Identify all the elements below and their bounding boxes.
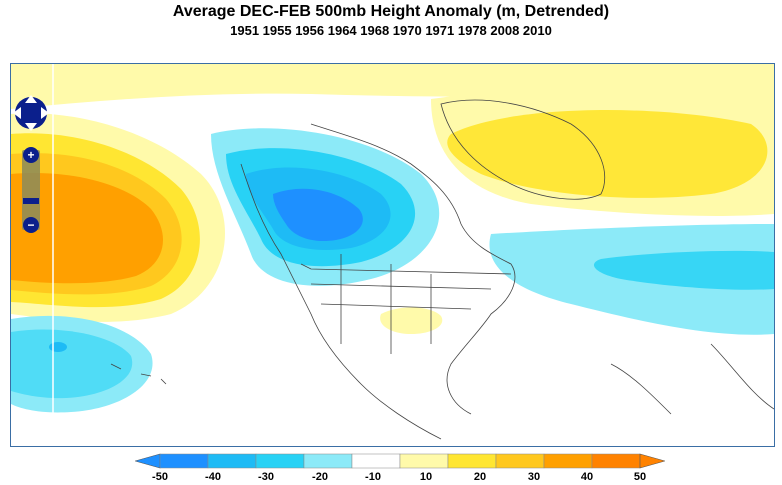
- pacific-anomaly-40: [11, 173, 163, 284]
- zoom-out-label: −: [27, 218, 34, 232]
- colorbar-tick-label: -30: [258, 471, 274, 483]
- zoom-in-label: +: [27, 148, 34, 162]
- zoom-slider-handle: [23, 198, 39, 204]
- colorbar-tick-label: 20: [473, 471, 487, 483]
- canada-anomaly-40: [273, 188, 363, 242]
- coastlines: [110, 99, 774, 440]
- zoom-in-button: [23, 147, 39, 163]
- pan-arrows-icon[interactable]: + −: [12, 85, 50, 235]
- colorbar-swatch: [543, 453, 593, 469]
- atlantic-anomaly-20: [593, 250, 774, 290]
- map-navigation[interactable]: + −: [12, 85, 50, 235]
- colorbar-swatch: [159, 453, 209, 469]
- central-pacific-anomaly-20: [11, 329, 133, 399]
- zoom-out-button: [23, 217, 39, 233]
- colorbar-swatch: [207, 453, 257, 469]
- colorbar-swatch: [495, 453, 545, 469]
- colorbar-arrow-high: [639, 453, 665, 469]
- colorbar-tick-label: 30: [527, 471, 541, 483]
- colorbar-swatch: [399, 453, 449, 469]
- colorbar-tick-label: -20: [312, 471, 328, 483]
- map-canvas: [11, 64, 774, 446]
- chart-title: Average DEC-FEB 500mb Height Anomaly (m,…: [172, 3, 610, 20]
- colorbar-tick-label: -50: [152, 471, 168, 483]
- colorbar-swatch: [351, 453, 401, 469]
- arctic-positive-band: [11, 64, 774, 109]
- colorbar-swatch: [255, 453, 305, 469]
- colorbar-arrow-low: [135, 453, 161, 469]
- colorbar-tick-label: -10: [365, 471, 381, 483]
- chart-subtitle: 1951 1955 1956 1964 1968 1970 1971 1978 …: [230, 23, 552, 38]
- central-pacific-core: [49, 342, 67, 352]
- colorbar: [135, 453, 665, 469]
- colorbar-swatch: [447, 453, 497, 469]
- colorbar-tick-label: 40: [580, 471, 594, 483]
- anomaly-map[interactable]: [10, 63, 775, 447]
- colorbar-swatch: [591, 453, 641, 469]
- colorbar-tick-label: 10: [419, 471, 433, 483]
- colorbar-tick-label: -40: [205, 471, 221, 483]
- greenland-anomaly-20: [447, 110, 768, 198]
- colorbar-swatch: [303, 453, 353, 469]
- southern-us-anomaly-10: [380, 307, 443, 334]
- colorbar-tick-label: 50: [633, 471, 647, 483]
